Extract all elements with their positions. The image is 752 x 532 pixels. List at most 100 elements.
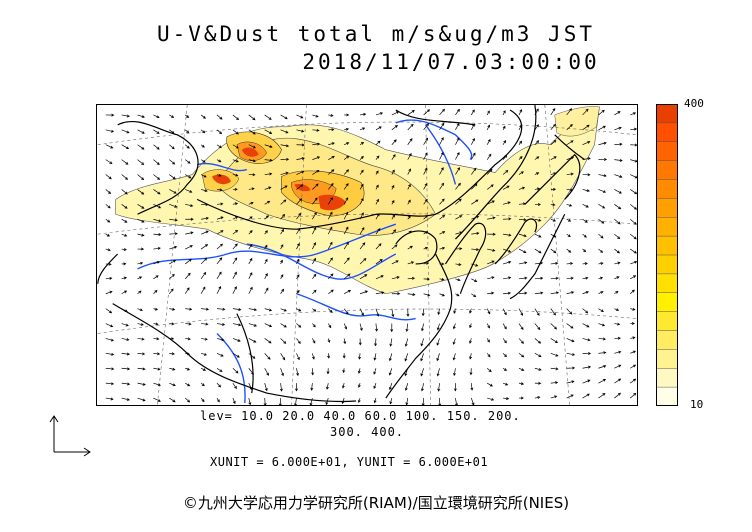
wind-arrow (423, 277, 430, 281)
wind-arrow (121, 189, 128, 195)
wind-arrow (614, 336, 621, 340)
wind-arrow (566, 123, 573, 131)
wind-arrow (184, 272, 191, 280)
wind-arrow (598, 351, 607, 355)
colorbar-cell (656, 217, 678, 237)
wind-arrow (105, 204, 111, 209)
wind-arrow (518, 124, 522, 131)
wind-arrow (232, 257, 238, 265)
wind-arrow (423, 293, 431, 297)
wind-arrow (404, 338, 409, 347)
wind-arrow (201, 352, 208, 356)
colorbar-cell (656, 273, 678, 294)
wind-arrow (534, 367, 542, 371)
wind-arrow (582, 189, 590, 193)
wind-arrow (375, 323, 379, 332)
wind-arrow (169, 337, 175, 341)
wind-arrow (312, 156, 321, 160)
wind-arrow (518, 202, 527, 206)
wind-arrow (264, 258, 268, 265)
wind-arrow (264, 323, 273, 328)
colorbar (656, 104, 678, 406)
wind-arrow (184, 258, 192, 265)
wind-arrow (614, 248, 620, 254)
wind-arrow (296, 143, 305, 147)
colorbar-cell (656, 311, 678, 332)
wind-arrow (630, 127, 637, 131)
wind-arrow (121, 262, 127, 266)
wind-arrow (153, 174, 161, 180)
wind-arrow (232, 159, 239, 163)
wind-arrow (169, 382, 176, 387)
wind-arrow (534, 353, 542, 357)
wind-arrow (566, 140, 574, 146)
wind-arrow (137, 367, 146, 371)
wind-arrow (264, 338, 272, 344)
wind-arrow (534, 187, 541, 191)
wind-arrow (518, 323, 524, 330)
wind-arrow (264, 215, 269, 220)
wind-arrow (200, 271, 207, 280)
wind-arrow (375, 259, 383, 265)
wind-arrow (566, 291, 575, 295)
wind-arrow (420, 368, 424, 377)
wind-arrow (468, 338, 472, 344)
wind-arrow (453, 383, 457, 392)
wind-arrow (373, 368, 377, 375)
wind-arrow (487, 260, 495, 265)
wind-arrow (518, 338, 524, 344)
wind-arrow (280, 244, 284, 250)
wind-arrow (373, 383, 377, 389)
wind-arrow (216, 159, 222, 163)
wind-arrow (216, 230, 224, 235)
wind-arrow (404, 353, 409, 362)
wind-arrow (502, 367, 508, 371)
wind-arrow (630, 378, 637, 384)
wind-arrow (630, 174, 637, 179)
wind-arrow (312, 114, 319, 118)
wind-arrow (201, 322, 209, 326)
wind-arrow (232, 338, 241, 342)
wind-arrow (232, 202, 239, 206)
wind-arrow (358, 353, 362, 360)
wind-arrow (248, 368, 254, 375)
wind-arrow (137, 276, 143, 280)
wind-arrow (503, 276, 512, 280)
wind-arrow (359, 274, 368, 280)
wind-arrow (405, 323, 409, 332)
wind-arrow (169, 367, 176, 371)
wind-arrow (105, 129, 115, 133)
wind-arrow (327, 257, 333, 265)
wind-arrow (280, 185, 288, 190)
wind-arrow (248, 286, 253, 294)
wind-arrow (550, 187, 557, 191)
wind-arrow (534, 261, 544, 265)
wind-arrow (550, 123, 556, 131)
wind-arrow (232, 144, 239, 149)
wind-arrow (344, 127, 350, 131)
wind-arrow (359, 112, 367, 116)
wind-arrow (278, 398, 282, 405)
wind-arrow (407, 199, 411, 205)
wind-arrow (534, 172, 540, 176)
wind-arrow (436, 323, 440, 331)
wind-arrow (518, 308, 524, 316)
wind-arrow (471, 215, 480, 220)
wind-arrow (185, 307, 193, 311)
wind-arrow (280, 171, 289, 175)
wind-arrow (200, 114, 206, 119)
wind-arrow (169, 322, 175, 326)
wind-arrow (391, 276, 400, 280)
wind-arrow (423, 152, 428, 160)
wind-arrow (137, 159, 145, 166)
wind-arrow (328, 156, 335, 160)
wind-arrow (407, 138, 413, 145)
wind-arrow (105, 352, 115, 356)
wind-arrow (264, 200, 271, 205)
wind-arrow (137, 204, 145, 209)
wind-arrow (486, 308, 491, 315)
wind-arrow (280, 274, 284, 280)
wind-arrow (169, 204, 178, 208)
wind-arrow (423, 167, 428, 175)
wind-arrow (614, 308, 620, 311)
